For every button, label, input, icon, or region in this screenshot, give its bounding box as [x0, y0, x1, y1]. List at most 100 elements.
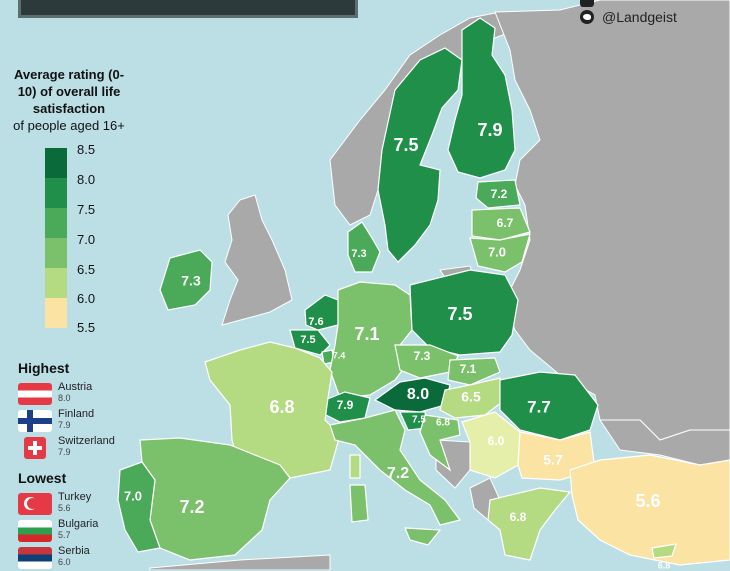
- label-germany: 7.1: [354, 324, 379, 344]
- title-banner-edge: [18, 0, 358, 18]
- twitter-handle: @Landgeist: [602, 9, 677, 25]
- scale-tick: 6.0: [77, 291, 96, 306]
- turkey-region: [569, 454, 730, 566]
- romania-region: [499, 371, 599, 441]
- slovakia-region: [447, 357, 501, 386]
- latvia-region: [471, 207, 531, 241]
- highest-title: Highest: [18, 360, 70, 376]
- lowest-country: Bulgaria: [58, 518, 99, 530]
- label-luxembourg: 7.4: [333, 350, 346, 360]
- scale-swatch: [45, 178, 67, 208]
- label-spain: 7.2: [179, 497, 204, 517]
- lowest-item: Turkey 5.6: [18, 491, 158, 517]
- scale-tick: 7.5: [77, 202, 96, 217]
- hungary-region: [439, 377, 503, 419]
- serbia-region: [461, 411, 521, 479]
- highest-country: Finland: [58, 408, 95, 420]
- croatia-region: [419, 414, 461, 472]
- label-sweden: 7.5: [393, 135, 418, 155]
- poland-region: [409, 269, 519, 356]
- highest-value: 7.9: [58, 447, 71, 457]
- label-greece: 6.8: [510, 510, 527, 524]
- lowest-item: Bulgaria 5.7: [18, 518, 158, 544]
- scale-tick: 6.5: [77, 262, 96, 277]
- label-switzerland: 7.9: [337, 398, 354, 412]
- label-serbia: 6.0: [488, 434, 505, 448]
- label-croatia: 6.8: [436, 418, 450, 429]
- label-belgium: 7.5: [300, 334, 315, 346]
- scale-tick: 8.0: [77, 172, 96, 187]
- ireland-region: [159, 249, 213, 311]
- social-handles: @Landgeist: [580, 0, 730, 36]
- highest-country: Austria: [58, 381, 93, 393]
- label-austria: 8.0: [407, 386, 429, 403]
- switzerland-flag-icon: [24, 437, 46, 459]
- portugal-region: [117, 461, 161, 553]
- corsica-region: [349, 454, 361, 479]
- instagram-row: [580, 0, 594, 7]
- scale-tick: 7.0: [77, 232, 96, 247]
- label-estonia: 7.2: [491, 187, 508, 201]
- lowest-value: 5.6: [58, 503, 71, 513]
- twitter-icon: [580, 10, 594, 24]
- belgium-region: [289, 329, 331, 356]
- label-finland: 7.9: [477, 120, 502, 140]
- sicily-region: [404, 527, 442, 546]
- cyprus-region: [651, 543, 677, 559]
- serbia-flag-icon: [18, 547, 52, 569]
- label-denmark: 7.3: [351, 248, 366, 260]
- sardinia-region: [349, 484, 369, 523]
- sweden-region: [377, 47, 463, 263]
- scale-swatch: [45, 148, 67, 178]
- label-slovakia: 7.1: [460, 362, 477, 376]
- austria-flag-icon: [18, 383, 52, 405]
- label-france: 6.8: [269, 397, 294, 417]
- label-italy: 7.2: [387, 465, 409, 482]
- highest-country: Switzerland: [58, 435, 115, 447]
- lowest-item: Serbia 6.0: [18, 545, 158, 571]
- label-czechia: 7.3: [414, 349, 431, 363]
- scale-swatch: [45, 268, 67, 298]
- label-romania: 7.7: [527, 397, 551, 416]
- lowest-title: Lowest: [18, 470, 67, 486]
- label-poland: 7.5: [447, 304, 472, 324]
- label-latvia: 6.7: [497, 216, 514, 230]
- label-slovenia: 7.5: [412, 415, 426, 426]
- instagram-icon: [580, 0, 594, 7]
- label-hungary: 6.5: [461, 389, 481, 405]
- italy-region: [329, 409, 462, 526]
- bulgaria-flag-icon: [18, 520, 52, 542]
- lowest-value: 5.7: [58, 530, 71, 540]
- twitter-row: @Landgeist: [580, 9, 677, 25]
- lowest-country: Serbia: [58, 545, 90, 557]
- scale-swatch: [45, 238, 67, 268]
- scale-swatch: [45, 208, 67, 238]
- label-bulgaria: 5.7: [543, 452, 563, 468]
- legend-title-sub: of people aged 16+: [13, 118, 125, 133]
- scale-tick: 8.5: [77, 142, 96, 157]
- finland-flag-icon: [18, 410, 52, 432]
- country-value-labels: 7.5 7.9 7.2 6.7 7.0 7.3 7.3 7.6 7.5 7.4 …: [124, 120, 670, 570]
- scale-tick: 5.5: [77, 320, 96, 335]
- highest-value: 7.9: [58, 420, 71, 430]
- highest-value: 8.0: [58, 393, 71, 403]
- label-netherlands: 7.6: [308, 316, 323, 328]
- estonia-region: [475, 179, 521, 209]
- label-ireland: 7.3: [181, 273, 201, 289]
- turkey-flag-icon: [18, 493, 52, 515]
- finland-region: [447, 17, 516, 179]
- highest-item: Austria 8.0: [18, 381, 158, 407]
- scale-swatch: [45, 298, 67, 328]
- color-scale: [45, 148, 67, 328]
- lithuania-region: [469, 233, 531, 273]
- greece-region: [487, 487, 572, 561]
- legend-title: Average rating (0-10) of overall life sa…: [6, 66, 132, 134]
- data-countries: [117, 17, 730, 566]
- label-portugal: 7.0: [124, 488, 142, 503]
- lowest-value: 6.0: [58, 557, 71, 567]
- lowest-country: Turkey: [58, 491, 92, 503]
- highest-item: Finland 7.9: [18, 408, 158, 434]
- label-lithuania: 7.0: [488, 244, 506, 259]
- legend-title-bold: Average rating (0-10) of overall life sa…: [13, 67, 125, 116]
